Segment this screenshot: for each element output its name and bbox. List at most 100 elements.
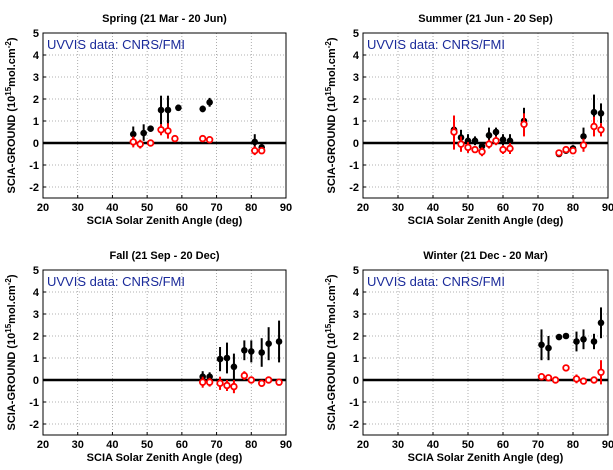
data-point xyxy=(478,148,486,156)
data-point xyxy=(251,146,259,155)
data-point xyxy=(223,354,231,362)
data-point xyxy=(590,376,598,384)
data-point xyxy=(198,134,207,143)
x-tick-label: 30 xyxy=(72,439,84,451)
data-point xyxy=(562,332,570,340)
y-tick-label: 0 xyxy=(33,375,39,387)
data-point xyxy=(450,128,458,136)
y-tick-label: 1 xyxy=(353,353,359,365)
y-tick-label: 0 xyxy=(33,138,39,150)
data-point xyxy=(258,349,266,356)
data-point xyxy=(590,122,598,131)
data-point xyxy=(492,128,500,136)
data-point xyxy=(569,146,577,155)
y-tick-label: 3 xyxy=(353,309,359,321)
x-tick-label: 40 xyxy=(106,439,118,451)
data-point xyxy=(471,137,479,145)
data-point xyxy=(216,379,224,387)
data-point xyxy=(544,374,553,382)
data-point xyxy=(265,340,272,348)
series-open-red xyxy=(198,371,283,394)
data-source-note: UVVIS data: CNRS/FMI xyxy=(47,37,185,52)
y-tick-label: 1 xyxy=(33,116,39,128)
data-point xyxy=(198,378,207,386)
panel-winter: Winter (21 Dec - 20 Mar)20 30 40 50 60 70 80 90… xyxy=(324,250,613,464)
plot-frame xyxy=(42,32,287,199)
data-point xyxy=(146,139,155,147)
data-point xyxy=(485,140,493,148)
x-tick-label: 50 xyxy=(462,202,474,214)
y-tick-label: 0 xyxy=(353,138,359,150)
data-point xyxy=(457,140,465,148)
data-point xyxy=(520,120,528,128)
y-tick-label: 1 xyxy=(353,116,359,128)
data-point xyxy=(580,336,587,343)
data-point xyxy=(258,146,266,155)
x-tick-label: 90 xyxy=(602,202,613,214)
y-tick-label: 2 xyxy=(33,94,39,106)
plot-frame xyxy=(362,32,609,199)
data-point xyxy=(171,134,179,143)
data-point xyxy=(251,138,259,146)
y-axis-label-part: ) xyxy=(326,37,338,41)
x-tick-label: 90 xyxy=(280,202,292,214)
data-point xyxy=(199,105,206,113)
data-point xyxy=(499,136,507,143)
y-axis-label: SCIA-GROUND (1015mol.cm-2) xyxy=(4,37,19,193)
y-tick-label: -2 xyxy=(29,182,39,194)
chart-title: Fall (21 Sep - 20 Dec) xyxy=(109,250,219,262)
y-axis-label-part: mol.cm xyxy=(6,48,18,87)
x-tick-label: 50 xyxy=(141,439,153,451)
data-source-note: UVVIS data: CNRS/FMI xyxy=(367,274,505,289)
data-point xyxy=(597,319,605,327)
y-tick-label: -1 xyxy=(349,397,359,409)
x-tick-label: 50 xyxy=(141,202,153,214)
data-source-note: UVVIS data: CNRS/FMI xyxy=(367,37,505,52)
panel-spring: Spring (21 Mar - 20 Jun)20 30 40 50 60 70 80 90… xyxy=(4,13,293,227)
data-point xyxy=(240,371,249,380)
data-point xyxy=(136,140,144,148)
data-point xyxy=(206,99,213,106)
data-point xyxy=(264,376,273,384)
data-point xyxy=(506,144,514,153)
plot-area xyxy=(363,33,608,198)
plot-frame xyxy=(362,269,609,436)
data-point xyxy=(538,341,545,349)
y-axis-label-part: 15 xyxy=(4,323,13,332)
data-point xyxy=(223,381,231,390)
data-point xyxy=(597,368,605,376)
data-point xyxy=(562,364,570,372)
y-tick-label: 3 xyxy=(33,309,39,321)
data-point xyxy=(579,141,588,149)
series-open-red xyxy=(450,113,605,157)
y-tick-label: -1 xyxy=(349,160,359,172)
data-point xyxy=(562,145,570,154)
data-point xyxy=(230,382,238,391)
x-tick-label: 20 xyxy=(37,439,49,451)
data-source-note: UVVIS data: CNRS/FMI xyxy=(47,274,185,289)
data-point xyxy=(579,377,588,385)
y-tick-label: 5 xyxy=(33,265,39,277)
y-axis-label-part: -2 xyxy=(4,41,13,49)
y-axis-label-part: SCIA-GROUND (10 xyxy=(6,96,18,194)
y-axis-label-part: -2 xyxy=(324,278,333,286)
data-point xyxy=(597,110,605,117)
y-axis-label-part: -2 xyxy=(4,278,13,286)
series-filled-black xyxy=(199,320,283,383)
y-axis-label-part: mol.cm xyxy=(326,48,338,87)
data-point xyxy=(537,373,546,381)
data-point xyxy=(572,375,581,383)
data-point xyxy=(157,106,165,114)
x-tick-label: 80 xyxy=(245,202,257,214)
x-tick-label: 70 xyxy=(532,202,544,214)
data-point xyxy=(206,373,213,381)
x-tick-label: 60 xyxy=(497,202,509,214)
x-tick-label: 90 xyxy=(602,439,613,451)
y-tick-label: 0 xyxy=(353,375,359,387)
y-tick-label: 4 xyxy=(33,287,40,299)
series-open-red xyxy=(129,123,266,156)
y-tick-label: 2 xyxy=(33,331,39,343)
x-tick-label: 70 xyxy=(532,439,544,451)
data-point xyxy=(506,137,514,145)
y-axis-label-part: mol.cm xyxy=(6,285,18,324)
